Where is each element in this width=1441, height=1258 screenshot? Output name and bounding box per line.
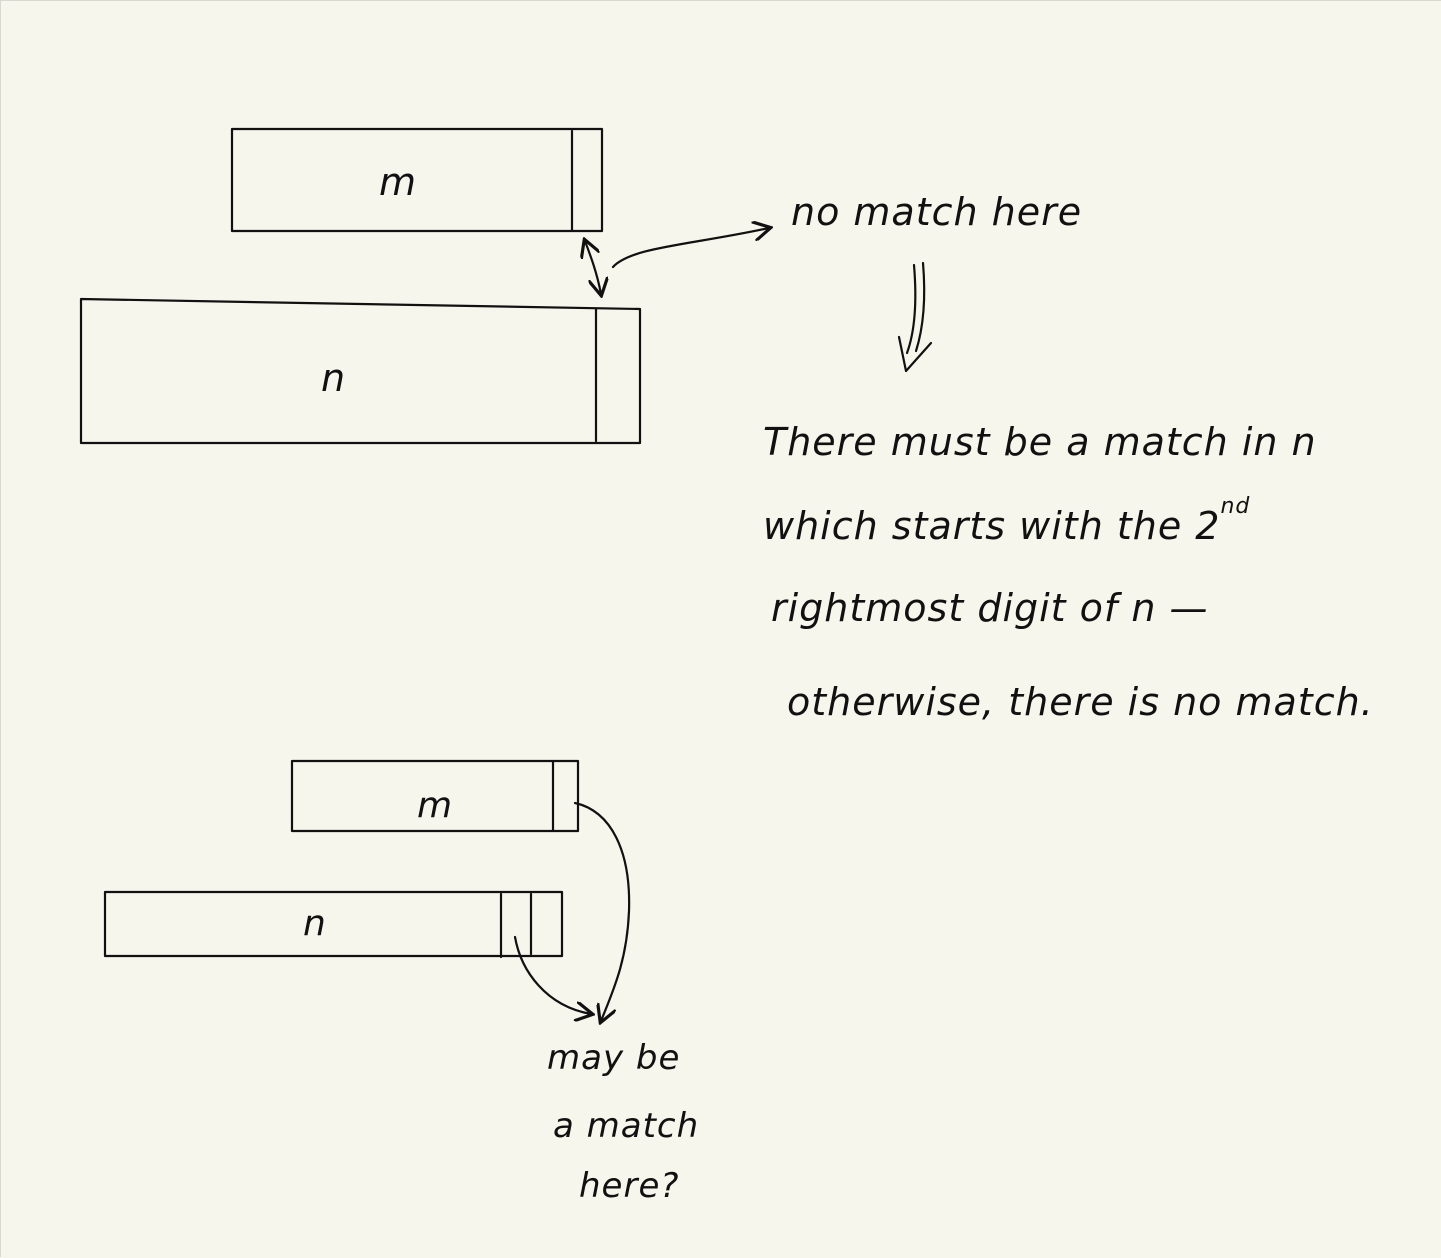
- question-line-1: may be: [547, 1038, 680, 1078]
- explanation-line-1: There must be a match in n: [763, 420, 1317, 464]
- explanation-line-3: rightmost digit of n —: [771, 586, 1209, 630]
- implies-down-icon: [897, 261, 933, 373]
- arrow-from-n-digit: [513, 935, 591, 1014]
- box-m-top: [230, 127, 604, 233]
- no-match-here-annotation: no match here: [791, 190, 1082, 234]
- box-n-top: [79, 297, 642, 445]
- top-diagram: m n no match here There must be a match …: [79, 127, 1374, 724]
- arrow-from-m-digit: [573, 801, 631, 1021]
- explanation-line-4: otherwise, there is no match.: [787, 680, 1374, 724]
- box-n-bottom: [103, 890, 564, 958]
- question-line-3: here?: [579, 1166, 679, 1206]
- box-n-bottom-label: n: [303, 903, 327, 944]
- annotation-arrow: [611, 228, 769, 269]
- explanation-line-2-superscript: nd: [1220, 494, 1250, 519]
- bottom-diagram: m n may be a match here?: [103, 759, 699, 1206]
- question-line-2: a match: [553, 1106, 699, 1146]
- explanation-line-2-text: which starts with the 2: [763, 504, 1220, 548]
- box-m-bottom: [290, 759, 580, 833]
- box-m-top-label: m: [379, 160, 417, 204]
- box-n-top-label: n: [321, 356, 346, 400]
- box-m-bottom-label: m: [417, 785, 453, 826]
- explanation-line-2: which starts with the 2nd: [763, 494, 1250, 548]
- compare-double-arrow: [585, 241, 601, 294]
